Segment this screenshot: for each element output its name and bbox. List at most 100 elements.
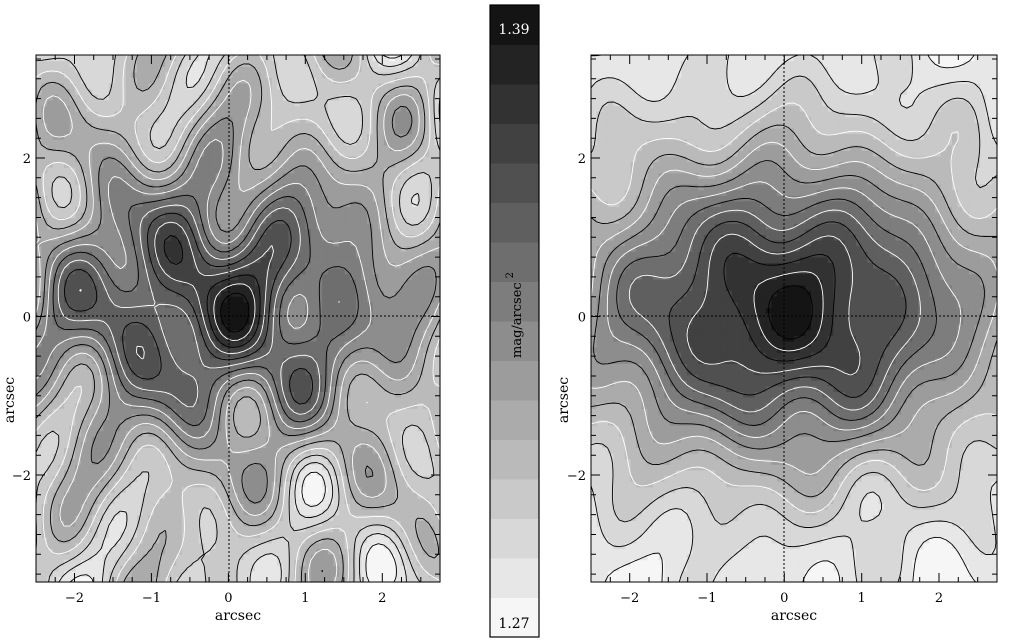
map-cell (36, 363, 43, 370)
map-cell (406, 425, 413, 432)
map-cell (327, 290, 334, 297)
map-cell (221, 570, 228, 577)
map-cell (395, 402, 402, 409)
map-cell (428, 514, 435, 521)
map-cell (288, 195, 295, 202)
map-cell (260, 346, 267, 353)
map-cell (310, 324, 318, 331)
map-cell (344, 525, 351, 533)
map-cell (383, 312, 391, 320)
map-cell (361, 565, 368, 572)
map-cell (108, 363, 116, 370)
map-cell (187, 380, 194, 387)
map-cell (232, 486, 239, 493)
map-cell (80, 402, 88, 409)
map-cell (232, 251, 239, 258)
map-cell (260, 503, 267, 510)
map-cell (221, 503, 228, 510)
map-cell (378, 346, 385, 353)
map-cell (372, 520, 379, 527)
map-cell (411, 481, 419, 488)
map-cell (327, 352, 334, 359)
map-cell (226, 565, 233, 572)
map-cell (159, 464, 166, 471)
map-cell (417, 200, 424, 207)
map-cell (327, 296, 334, 303)
map-cell (378, 413, 385, 421)
map-cell (411, 525, 419, 533)
map-cell (288, 256, 295, 264)
map-cell (350, 223, 357, 230)
map-cell (97, 346, 104, 353)
map-cell (52, 391, 60, 398)
map-cell (400, 340, 407, 348)
map-cell (344, 419, 351, 426)
map-cell (355, 520, 363, 527)
map-cell (232, 576, 239, 583)
map-cell (271, 307, 278, 314)
map-cell (221, 396, 228, 404)
map-cell (423, 240, 430, 247)
map-cell (41, 301, 48, 308)
map-cell (277, 469, 284, 477)
map-cell (339, 374, 346, 381)
map-cell (288, 206, 295, 213)
map-cell (417, 374, 424, 381)
map-cell (232, 391, 239, 398)
map-cell (344, 425, 351, 432)
map-cell (367, 335, 374, 342)
map-cell (64, 441, 71, 449)
map-cell (372, 531, 379, 538)
map-cell (282, 486, 290, 493)
map-cell (125, 195, 132, 202)
map-cell (395, 380, 402, 387)
map-cell (271, 374, 278, 381)
map-cell (58, 408, 65, 415)
map-cell (350, 402, 357, 409)
map-cell (395, 335, 402, 342)
map-cell (299, 514, 306, 521)
map-cell (327, 441, 334, 449)
map-cell (137, 368, 144, 376)
map-cell (277, 380, 284, 387)
map-cell (350, 340, 357, 348)
map-cell (103, 329, 110, 336)
map-cell (383, 234, 391, 241)
map-cell (361, 195, 368, 202)
map-cell (125, 279, 132, 286)
map-cell (92, 318, 99, 325)
map-cell (339, 525, 346, 533)
map-cell (378, 385, 385, 392)
map-cell (316, 251, 323, 258)
map-cell (361, 256, 368, 264)
map-cell (75, 335, 82, 342)
map-cell (260, 352, 267, 359)
map-cell (148, 352, 155, 359)
map-cell (226, 284, 233, 292)
map-cell (411, 200, 419, 207)
map-cell (400, 503, 407, 510)
map-cell (47, 189, 54, 196)
map-cell (131, 542, 138, 549)
map-cell (411, 234, 419, 241)
map-cell (372, 211, 379, 219)
map-cell (209, 391, 217, 398)
map-cell (361, 402, 368, 409)
map-cell (395, 357, 402, 364)
map-cell (434, 228, 441, 236)
map-cell (339, 340, 346, 348)
map-cell (80, 537, 88, 544)
map-cell (417, 464, 424, 471)
map-cell (108, 475, 116, 482)
map-cell (97, 441, 104, 449)
map-cell (423, 329, 430, 336)
map-cell (86, 475, 93, 482)
map-cell (97, 576, 104, 583)
map-cell (243, 352, 250, 359)
map-cell (299, 548, 306, 555)
map-cell (327, 385, 334, 392)
map-cell (232, 396, 239, 404)
map-cell (131, 503, 138, 510)
map-cell (125, 559, 132, 566)
map-cell (131, 307, 138, 314)
